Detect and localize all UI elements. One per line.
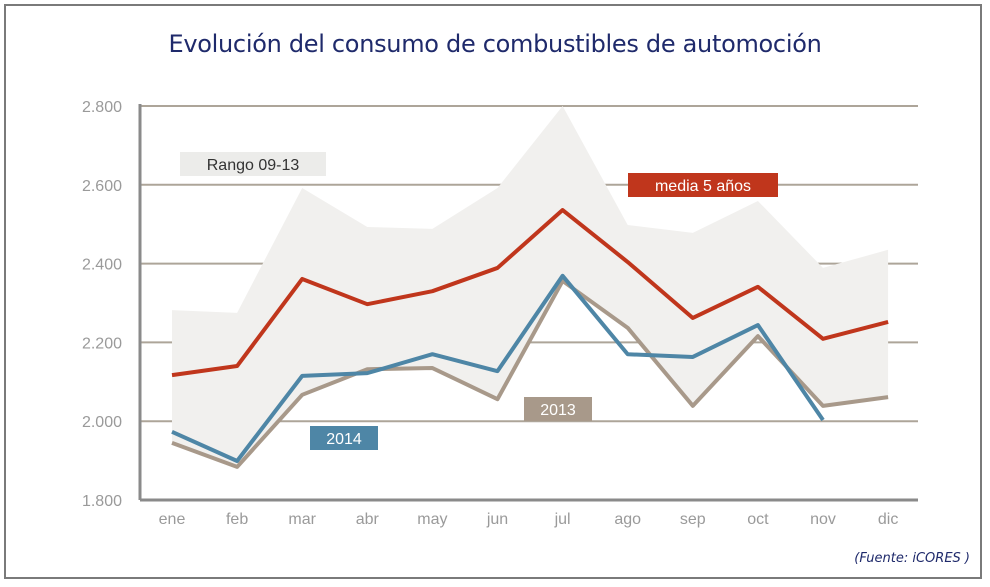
chart-title: Evolución del consumo de combustibles de…	[168, 30, 822, 58]
label-media-text: media 5 años	[655, 178, 751, 195]
x-tick-label: may	[417, 511, 447, 528]
x-tick-label: sep	[680, 511, 706, 528]
label-2013-bg	[524, 397, 592, 421]
x-tick-label: feb	[226, 511, 248, 528]
series-labels: Rango 09-13 media 5 años 2013 2014	[180, 152, 778, 450]
label-media-bg	[628, 173, 778, 197]
x-tick-label: abr	[356, 511, 380, 528]
y-tick-label: 2.400	[82, 257, 122, 274]
x-tick-label: ago	[614, 511, 641, 528]
label-2013: 2013	[524, 397, 592, 421]
label-rango-text: Rango 09-13	[207, 157, 300, 174]
x-tick-label: ene	[159, 511, 186, 528]
range-band	[172, 106, 889, 467]
label-2014-text: 2014	[326, 431, 362, 448]
label-2013-text: 2013	[540, 402, 576, 419]
x-tick-label: nov	[810, 511, 836, 528]
y-tick-label: 2.600	[82, 178, 122, 195]
x-tick-label: oct	[747, 511, 769, 528]
label-rango: Rango 09-13	[180, 152, 326, 176]
label-2014-bg	[310, 426, 378, 450]
series-line-media-5-anos	[171, 208, 889, 378]
source-note: (Fuente: iCORES )	[854, 551, 970, 566]
label-2014: 2014	[310, 426, 378, 450]
label-media: media 5 años	[628, 173, 778, 197]
label-rango-bg	[180, 152, 326, 176]
series-layer	[171, 208, 889, 469]
range-band-layer	[172, 106, 889, 467]
x-tick-label: dic	[878, 511, 898, 528]
y-tick-label: 2.000	[82, 414, 122, 431]
y-tick-label: 2.800	[82, 99, 122, 116]
x-tick-label: mar	[288, 511, 316, 528]
x-tick-label: jun	[486, 511, 508, 528]
x-tick-label: jul	[554, 511, 571, 528]
series-line-2013	[171, 278, 889, 469]
y-tick-label: 2.200	[82, 335, 122, 352]
axes: 1.800 2.000 2.200 2.400 2.600 2.800 ene feb mar a…	[82, 99, 918, 528]
y-tick-label: 1.800	[82, 493, 122, 510]
